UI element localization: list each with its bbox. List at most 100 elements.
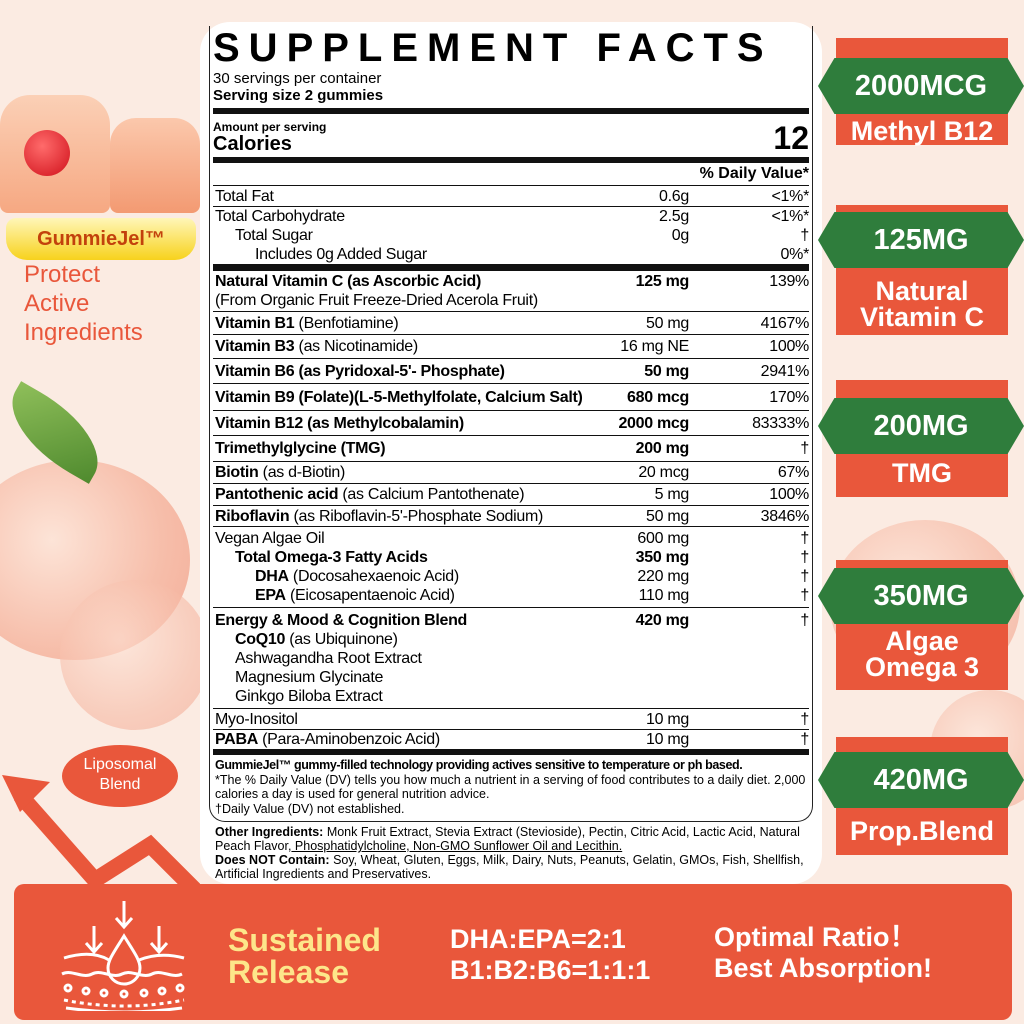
divider [213, 108, 809, 114]
dv-header: % Daily Value* [699, 165, 809, 182]
badge-label: Methyl B12 [836, 118, 1008, 145]
nutrient-dv: 139% [769, 273, 809, 290]
sustained-line: Sustained [228, 922, 381, 958]
nutrient-dv: 3846% [760, 507, 810, 525]
nutrient-name: PABA (Para-Aminobenzoic Acid) [213, 730, 609, 749]
gummiejel-pill: GummieJel™ [6, 218, 196, 260]
nutrient-amount: 200 mg [635, 440, 690, 457]
other-underlined: Phosphatidylcholine, Non-GMO Sunflower O… [291, 839, 623, 853]
nutrient-line: Natural Vitamin C (as Ascorbic Acid) 125 … [213, 272, 809, 291]
nutrient-line: Total Carbohydrate 2.5g <1%* [213, 207, 809, 226]
calories-value: 12 [773, 120, 809, 156]
badge-amount: 125MG [818, 212, 1024, 268]
nutrient-line: DHA (Docosahexaenoic Acid) 220 mg † [213, 567, 809, 586]
nutrient-name: Trimethylglycine (TMG) [213, 439, 609, 458]
liposomal-bubble: Liposomal Blend [62, 745, 178, 807]
nutrient-name-main: Energy & Mood & Cognition Blend [215, 611, 468, 629]
nutrient-name: CoQ10 (as Ubiquinone) [213, 630, 609, 649]
divider [213, 157, 809, 163]
nutrient-line: Riboflavin (as Riboflavin-5'-Phosphate S… [213, 507, 809, 526]
nutrient-name-detail: (as Calcium Pantothenate) [338, 486, 525, 503]
not-contain-text: Soy, Wheat, Gluten, Eggs, Milk, Dairy, N… [215, 853, 804, 881]
nutrient-line: Energy & Mood & Cognition Blend 420 mg † [213, 611, 809, 630]
dagger-note: †Daily Value (DV) not established. [215, 801, 405, 816]
nutrient-line: Ashwagandha Root Extract [213, 649, 809, 668]
nutrient-name-main: Total Sugar [235, 227, 313, 244]
nutrient-dv: † [800, 568, 809, 585]
nutrient-dv: 100% [769, 486, 809, 503]
nutrient-amount: 680 mcg [627, 388, 689, 406]
label-notes: GummieJel™ gummy-filled technology provi… [213, 755, 809, 819]
nutrient-dv: <1%* [771, 208, 810, 225]
arrow-icon [2, 775, 200, 890]
nutrient-name: Vitamin B3 (as Nicotinamide) [213, 337, 609, 356]
divider [213, 749, 809, 755]
nutrient-amount: 2.5g [659, 208, 689, 225]
nutrient-name: Vitamin B12 (as Methylcobalamin) [213, 414, 609, 433]
nutrient-name: Total Omega-3 Fatty Acids [213, 548, 609, 567]
nutrient-name-main: Total Omega-3 Fatty Acids [235, 549, 428, 566]
nutrient-line: PABA (Para-Aminobenzoic Acid) 10 mg † [213, 730, 809, 749]
nutrient-name: Vitamin B6 (as Pyridoxal-5'- Phosphate) [213, 362, 609, 381]
nutrient-name-detail: (Benfotiamine) [294, 314, 399, 332]
nutrient-name-main: Pantothenic acid [215, 486, 339, 503]
nutrient-name: Vegan Algae Oil [213, 529, 609, 548]
gummiejel-label: GummieJel™ [37, 227, 165, 250]
nutrient-dv: 100% [769, 338, 809, 355]
nutrient-row: Trimethylglycine (TMG) 200 mg † [213, 436, 809, 462]
nutrient-amount: 5 mg [654, 486, 690, 503]
nutrient-name-main: Total Fat [215, 187, 274, 205]
nutrient-name: Total Carbohydrate [213, 207, 609, 226]
nutrient-name-main: Magnesium Glycinate [235, 668, 384, 686]
other-label: Other Ingredients: [215, 825, 324, 839]
nutrient-line: Total Sugar 0g † [213, 226, 809, 245]
claim-line: Best Absorption! [714, 953, 932, 983]
nutrient-name-main: Vitamin B9 (Folate)(L-5-Methylfolate, Ca… [215, 388, 583, 406]
nutrient-name-main: Total Carbohydrate [215, 208, 345, 225]
nutrient-amount: 50 mg [646, 314, 689, 332]
nutrient-name-detail: (as Ubiquinone) [285, 630, 398, 648]
badge-label-line: Prop.Blend [849, 816, 994, 846]
ratio-line: B1:B2:B6=1:1:1 [450, 955, 651, 985]
nutrient-row: Biotin (as d-Biotin) 20 mcg 67% [213, 462, 809, 484]
nutrient-row: Natural Vitamin C (as Ascorbic Acid) 125 … [213, 271, 809, 312]
nutrient-name-detail: (From Organic Fruit Freeze-Dried Acerola… [215, 292, 538, 309]
nutrient-name-detail: (as Nicotinamide) [294, 338, 419, 355]
nutrient-dv: 67% [777, 464, 809, 481]
nutrient-amount: 50 mg [644, 362, 689, 380]
nutrient-row: Riboflavin (as Riboflavin-5'-Phosphate S… [213, 506, 809, 527]
nutrient-name: (From Organic Fruit Freeze-Dried Acerola… [213, 291, 609, 310]
nutrient-name-detail: (Para-Aminobenzoic Acid) [257, 731, 440, 748]
badge-amount: 200MG [818, 398, 1024, 454]
nutrient-name-detail: (as d-Biotin) [258, 464, 346, 481]
protect-text: Protect Active Ingredients [24, 260, 143, 347]
nutrient-amount: 420 mg [635, 611, 690, 629]
nutrient-row: Vegan Algae Oil 600 mg † Total Omega-3 Fatt… [213, 527, 809, 608]
nutrient-name-main: Natural Vitamin C (as Ascorbic Acid) [215, 273, 482, 290]
nutrient-name: Pantothenic acid (as Calcium Pantothenat… [213, 485, 609, 504]
sustained-release: Sustained Release [228, 924, 381, 988]
nutrient-line: Vegan Algae Oil 600 mg † [213, 529, 809, 548]
nutrient-name: Vitamin B1 (Benfotiamine) [213, 314, 609, 333]
calories-row: Amount per serving Calories 12 [213, 114, 809, 154]
nutrient-line: (From Organic Fruit Freeze-Dried Acerola… [213, 291, 809, 310]
amount-per-serving: Amount per serving [213, 120, 327, 134]
badge-label-line: TMG [892, 458, 952, 488]
nutrient-line: Trimethylglycine (TMG) 200 mg † [213, 439, 809, 458]
nutrient-name-main: Ashwagandha Root Extract [235, 649, 422, 667]
ratio-line: DHA:EPA=2:1 [450, 924, 626, 954]
nutrient-name-main: DHA [255, 568, 289, 585]
nutrient-name: Vitamin B9 (Folate)(L-5-Methylfolate, Ca… [213, 388, 609, 407]
servings-per-container: 30 servings per container [213, 70, 382, 87]
nutrient-name: Natural Vitamin C (as Ascorbic Acid) [213, 272, 609, 291]
nutrient-amount: 10 mg [646, 710, 689, 728]
nutrient-name-main: Vitamin B6 (as Pyridoxal-5'- Phosphate) [215, 362, 505, 380]
peach-image [60, 580, 210, 730]
nutrient-amount: 50 mg [646, 507, 689, 525]
nutrient-name-main: Biotin [215, 464, 259, 481]
other-ingredients: Other Ingredients: Monk Fruit Extract, S… [209, 822, 813, 881]
badge-label-line: Vitamin C [859, 302, 985, 332]
nutrient-line: Includes 0g Added Sugar 0%* [213, 245, 809, 264]
nutrient-line: Total Fat 0.6g <1%* [213, 187, 809, 206]
nutrient-name: Energy & Mood & Cognition Blend [213, 611, 609, 630]
